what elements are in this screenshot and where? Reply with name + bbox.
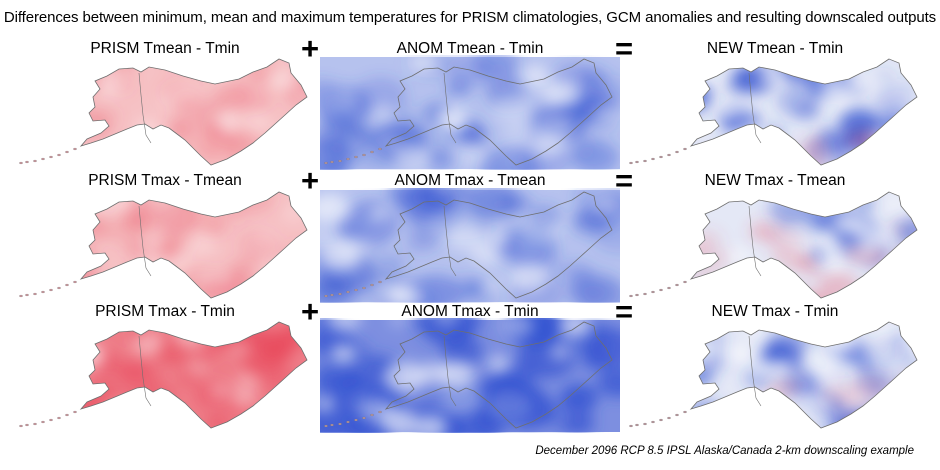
new-panel-title: NEW Tmax - Tmean: [704, 172, 846, 189]
prism-panel-title: PRISM Tmax - Tmean: [88, 172, 242, 189]
plus-operator: +: [300, 31, 320, 66]
prism-panel-title: PRISM Tmean - Tmin: [90, 40, 240, 57]
anom-panel-title: ANOM Tmean - Tmin: [396, 40, 544, 57]
new-map-panel: [625, 318, 925, 433]
equals-operator: =: [614, 163, 634, 198]
anom-map-panel: [320, 188, 620, 303]
new-map-panel: [625, 188, 925, 303]
new-panel-title: NEW Tmax - Tmin: [711, 303, 839, 320]
anom-map-panel: [320, 55, 620, 170]
prism-map-panel: [15, 318, 315, 433]
figure-title: Differences between minimum, mean and ma…: [3, 9, 937, 26]
anom-panel-title: ANOM Tmax - Tmin: [401, 303, 539, 320]
new-map-panel: [625, 55, 925, 170]
equals-operator: =: [614, 294, 634, 329]
anom-map-panel: [320, 318, 620, 433]
prism-map-panel: [15, 188, 315, 303]
anom-panel-title: ANOM Tmax - Tmean: [394, 172, 546, 189]
prism-map-panel: [15, 55, 315, 170]
figure-caption: December 2096 RCP 8.5 IPSL Alaska/Canada…: [535, 445, 914, 457]
equals-operator: =: [614, 31, 634, 66]
plus-operator: +: [300, 163, 320, 198]
prism-panel-title: PRISM Tmax - Tmin: [95, 303, 235, 320]
plus-operator: +: [300, 294, 320, 329]
new-panel-title: NEW Tmean - Tmin: [706, 40, 844, 57]
